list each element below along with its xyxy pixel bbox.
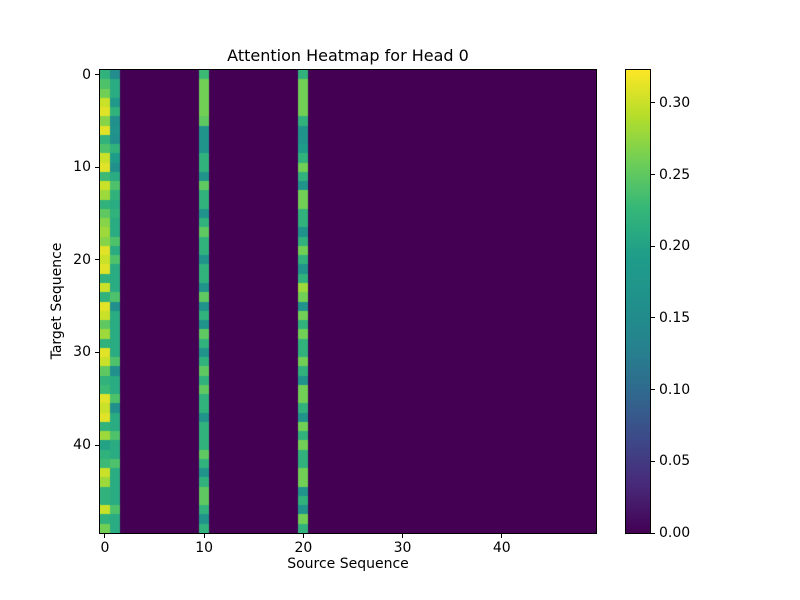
colorbar-tick-label: 0.15	[659, 309, 691, 326]
y-tick-mark	[95, 351, 99, 353]
colorbar-tick-label: 0.00	[659, 525, 691, 541]
colorbar-tick-mark	[651, 174, 655, 176]
x-tick-label: 0	[100, 540, 110, 556]
colorbar-gradient-canvas	[626, 70, 650, 533]
y-tick-label: 20	[73, 251, 91, 268]
x-tick-mark	[402, 534, 404, 538]
colorbar-tick-label: 0.25	[659, 166, 691, 183]
chart-title: Attention Heatmap for Head 0	[227, 46, 469, 65]
plot-area	[99, 69, 597, 534]
x-tick-label: 40	[492, 540, 511, 556]
heatmap-canvas	[100, 70, 596, 533]
colorbar-tick-mark	[651, 460, 655, 462]
x-tick-mark	[501, 534, 503, 538]
colorbar-tick-label: 0.05	[659, 453, 691, 470]
x-tick-label: 20	[294, 540, 313, 556]
colorbar-tick-label: 0.30	[659, 94, 691, 111]
y-tick-mark	[95, 259, 99, 261]
colorbar-tick-label: 0.20	[659, 238, 691, 255]
colorbar-tick-mark	[651, 245, 655, 247]
colorbar-tick-mark	[651, 317, 655, 319]
y-tick-label: 40	[73, 437, 91, 454]
x-tick-mark	[302, 534, 304, 538]
x-axis-label: Source Sequence	[287, 556, 409, 572]
colorbar-tick-mark	[651, 532, 655, 534]
y-tick-mark	[95, 166, 99, 168]
y-tick-mark	[95, 74, 99, 76]
y-tick-mark	[95, 444, 99, 446]
colorbar-tick-mark	[651, 389, 655, 391]
colorbar-tick-label: 0.10	[659, 381, 691, 398]
y-tick-label: 30	[73, 344, 91, 361]
x-tick-mark	[203, 534, 205, 538]
colorbar	[625, 69, 651, 534]
y-tick-label: 10	[73, 159, 91, 176]
x-tick-label: 10	[195, 540, 214, 556]
y-tick-label: 0	[82, 66, 91, 83]
colorbar-tick-mark	[651, 102, 655, 104]
x-tick-label: 30	[393, 540, 412, 556]
x-tick-mark	[104, 534, 106, 538]
